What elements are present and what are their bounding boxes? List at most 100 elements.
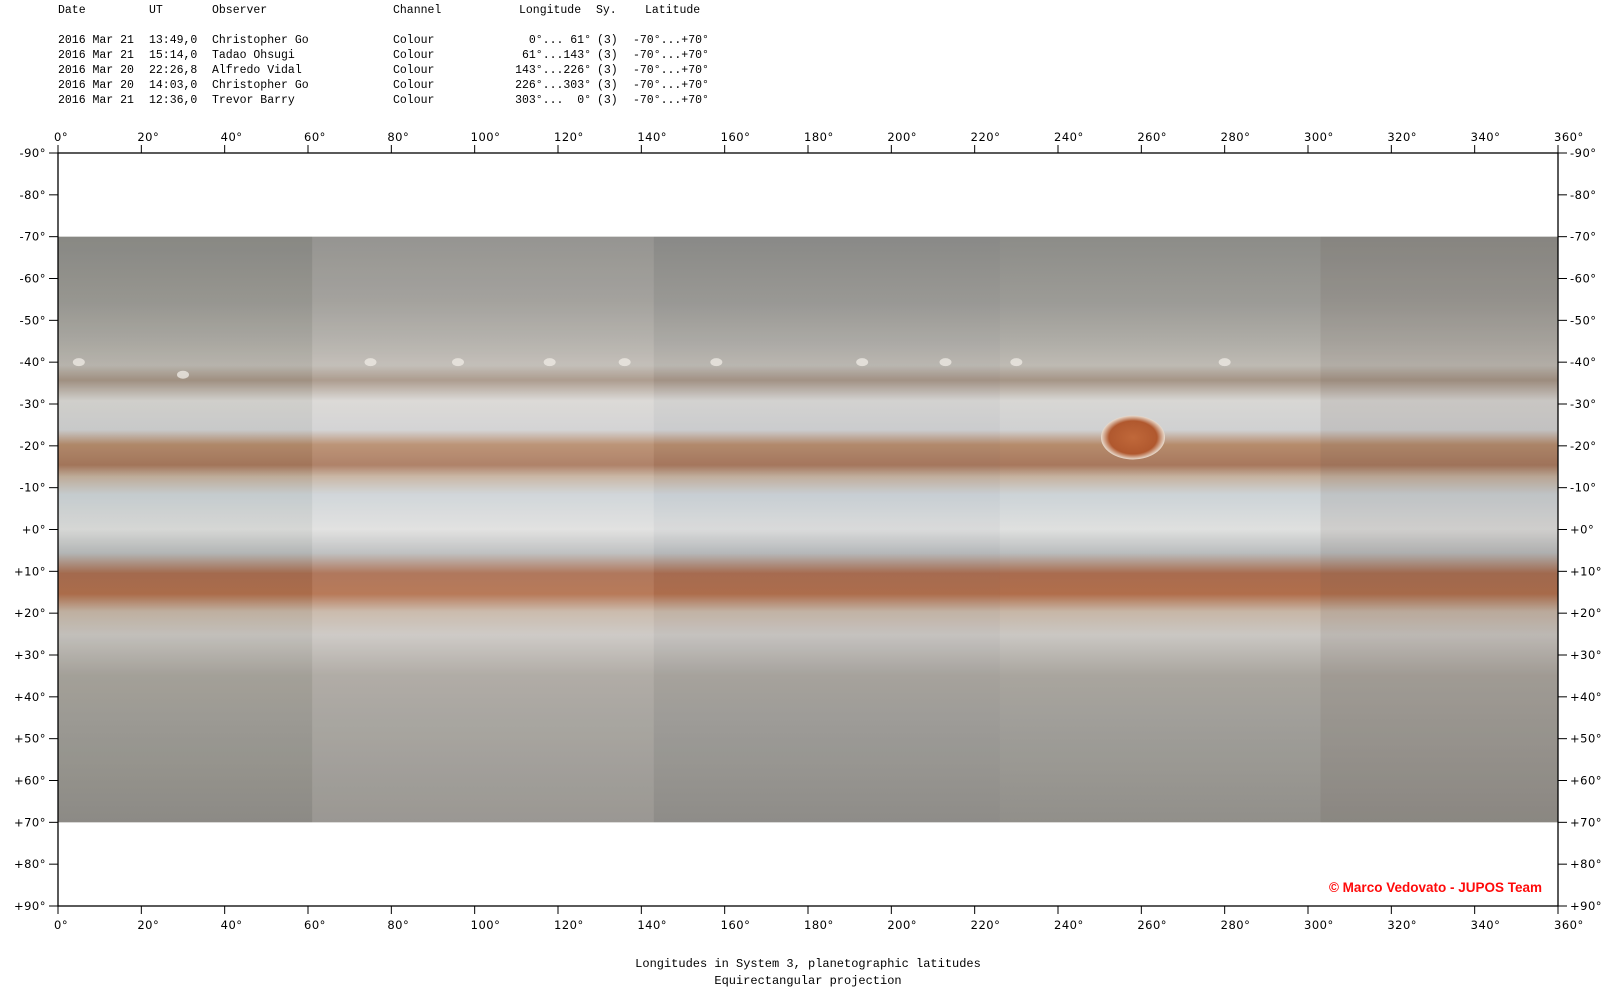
lon-label-bottom: 20° — [137, 918, 159, 932]
col-system: Sy. — [596, 4, 617, 17]
white-oval — [618, 358, 631, 367]
lat-label-left: +30° — [14, 648, 46, 662]
row-latitude: -70°...+70° — [633, 94, 709, 107]
row-system: (3) — [597, 49, 618, 62]
row-channel: Colour — [393, 34, 435, 47]
image-segment — [58, 236, 313, 823]
lat-label-left: -40° — [19, 355, 46, 369]
lat-label-left: -90° — [19, 146, 46, 160]
white-oval — [1218, 358, 1231, 367]
row-ut: 13:49,0 — [149, 34, 198, 47]
lon-label-bottom: 140° — [637, 918, 667, 932]
row-observer: Christopher Go — [212, 79, 309, 92]
row-system: (3) — [597, 94, 618, 107]
lat-label-right: -40° — [1570, 355, 1597, 369]
row-channel: Colour — [393, 64, 435, 77]
lat-label-left: -20° — [19, 439, 46, 453]
row-longitude: 303°... 0° — [515, 94, 591, 107]
lat-label-right: +20° — [1570, 606, 1602, 620]
lon-label-bottom: 200° — [887, 918, 917, 932]
lon-label-bottom: 300° — [1304, 918, 1334, 932]
lat-label-right: -70° — [1570, 230, 1597, 244]
white-oval — [543, 358, 556, 367]
lat-label-left: -50° — [19, 313, 46, 327]
row-channel: Colour — [393, 49, 435, 62]
lat-label-right: -30° — [1570, 397, 1597, 411]
lon-label-bottom: 160° — [721, 918, 751, 932]
image-segment — [312, 236, 654, 823]
col-channel: Channel — [393, 4, 442, 17]
row-date: 2016 Mar 21 — [58, 34, 134, 47]
lon-label-top: 280° — [1221, 130, 1251, 144]
col-longitude: Longitude — [519, 4, 582, 17]
lat-label-right: +10° — [1570, 564, 1602, 578]
lat-label-right: -90° — [1570, 146, 1597, 160]
lon-label-bottom: 260° — [1137, 918, 1167, 932]
col-latitude: Latitude — [645, 4, 701, 17]
lon-label-top: 200° — [887, 130, 917, 144]
lat-label-left: +90° — [14, 899, 46, 913]
white-oval — [1010, 358, 1023, 367]
lon-label-bottom: 0° — [54, 918, 68, 932]
image-segment — [1000, 237, 1321, 823]
row-ut: 12:36,0 — [149, 94, 198, 107]
row-latitude: -70°...+70° — [633, 64, 709, 77]
row-system: (3) — [597, 34, 618, 47]
caption-line-1: Longitudes in System 3, planetographic l… — [635, 957, 981, 971]
lon-label-bottom: 360° — [1554, 918, 1584, 932]
white-oval — [452, 358, 464, 367]
row-latitude: -70°...+70° — [633, 49, 709, 62]
row-date: 2016 Mar 21 — [58, 49, 134, 62]
white-oval — [177, 370, 189, 379]
lat-label-right: +60° — [1570, 774, 1602, 788]
caption-line-2: Equirectangular projection — [714, 974, 902, 988]
lat-label-left: +70° — [14, 815, 46, 829]
row-system: (3) — [597, 64, 618, 77]
lon-label-top: 80° — [387, 130, 409, 144]
lon-label-top: 240° — [1054, 130, 1084, 144]
lat-label-right: +80° — [1570, 857, 1602, 871]
lat-label-right: +90° — [1570, 899, 1602, 913]
lat-label-left: -80° — [19, 188, 46, 202]
lon-label-top: 20° — [137, 130, 159, 144]
lon-label-top: 180° — [804, 130, 834, 144]
row-ut: 22:26,8 — [149, 64, 198, 77]
lat-label-right: +40° — [1570, 690, 1602, 704]
lon-label-top: 340° — [1471, 130, 1501, 144]
white-oval — [364, 358, 377, 367]
image-segment — [653, 236, 1000, 823]
lon-label-top: 40° — [221, 130, 243, 144]
white-oval — [710, 358, 723, 367]
row-longitude: 61°...143° — [521, 49, 591, 62]
row-channel: Colour — [393, 94, 435, 107]
lon-label-top: 360° — [1554, 130, 1584, 144]
lon-label-bottom: 320° — [1387, 918, 1417, 932]
credit-text: © Marco Vedovato - JUPOS Team — [1328, 880, 1542, 895]
lon-label-bottom: 60° — [304, 918, 326, 932]
lat-label-left: +60° — [14, 774, 46, 788]
lat-label-right: +0° — [1570, 523, 1594, 537]
row-ut: 15:14,0 — [149, 49, 198, 62]
col-observer: Observer — [212, 4, 268, 17]
lat-label-left: -70° — [19, 230, 46, 244]
row-observer: Tadao Ohsugi — [212, 49, 295, 62]
lon-label-bottom: 340° — [1471, 918, 1501, 932]
white-oval — [856, 358, 869, 367]
lat-label-left: -30° — [19, 397, 46, 411]
lon-label-bottom: 240° — [1054, 918, 1084, 932]
lat-label-right: -20° — [1570, 439, 1597, 453]
row-channel: Colour — [393, 79, 435, 92]
row-longitude: 226°...303° — [515, 79, 591, 92]
lat-label-left: +40° — [14, 690, 46, 704]
lon-label-top: 300° — [1304, 130, 1334, 144]
lat-label-left: +0° — [22, 523, 46, 537]
row-observer: Alfredo Vidal — [212, 64, 302, 77]
lon-label-top: 220° — [971, 130, 1001, 144]
white-oval — [72, 358, 85, 367]
row-longitude: 0°... 61° — [528, 34, 591, 47]
cloud-bands — [58, 236, 1558, 823]
lon-label-bottom: 100° — [471, 918, 501, 932]
lon-label-bottom: 120° — [554, 918, 584, 932]
row-date: 2016 Mar 21 — [58, 94, 134, 107]
row-observer: Trevor Barry — [212, 94, 295, 107]
